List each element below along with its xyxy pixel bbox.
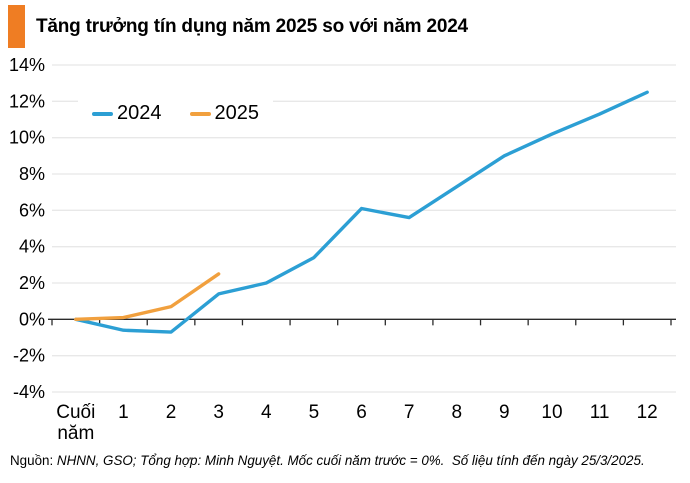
- legend-item-2025: 2025: [189, 102, 260, 125]
- series-line-2025: [74, 272, 221, 322]
- y-axis-label: 4%: [19, 237, 45, 257]
- legend-item-2024: 2024: [92, 102, 162, 125]
- source-prefix: Nguồn:: [10, 453, 54, 468]
- x-axis-label: 11: [590, 402, 610, 423]
- x-axis-label: 5: [309, 402, 320, 423]
- x-axis-label: 10: [541, 402, 562, 423]
- x-axis-label: 7: [404, 402, 415, 423]
- y-axis-label: 12%: [9, 91, 45, 111]
- y-axis-label: 14%: [9, 55, 45, 75]
- legend: 2024 2025: [78, 96, 273, 131]
- title-accent-bar: [8, 5, 25, 48]
- source-note: Nguồn: NHNN, GSO; Tổng hợp: Minh Nguyệt.…: [10, 453, 688, 468]
- legend-swatch-2024: [92, 111, 113, 116]
- chart-header: Tăng trưởng tín dụng năm 2025 so với năm…: [8, 5, 468, 48]
- y-axis-label: 8%: [19, 164, 45, 184]
- y-axis-label: 10%: [9, 128, 45, 148]
- x-axis-label: 8: [451, 402, 462, 423]
- y-axis-label: -4%: [13, 382, 45, 402]
- x-axis-label: 3: [213, 402, 224, 423]
- chart-title: Tăng trưởng tín dụng năm 2025 so với năm…: [36, 15, 468, 37]
- x-axis-label: 4: [261, 402, 272, 423]
- x-axis-label: 12: [637, 402, 658, 423]
- y-axis-label: -2%: [13, 346, 45, 366]
- legend-label-2024: 2024: [117, 102, 162, 124]
- y-axis-label: 6%: [19, 200, 45, 220]
- x-axis-label: 9: [499, 402, 510, 423]
- x-axis-label: 2: [166, 402, 177, 423]
- series-line-2024: [74, 90, 649, 334]
- y-axis-label: 2%: [19, 273, 45, 293]
- x-axis-label: Cuối năm: [56, 402, 95, 444]
- x-axis-label: 1: [118, 402, 129, 423]
- legend-label-2025: 2025: [214, 102, 260, 124]
- y-axis-label: 0%: [19, 309, 45, 329]
- x-axis-label: 6: [356, 402, 367, 423]
- legend-swatch-2025: [189, 111, 211, 116]
- source-text: NHNN, GSO; Tổng hợp: Minh Nguyệt. Mốc cu…: [56, 453, 645, 468]
